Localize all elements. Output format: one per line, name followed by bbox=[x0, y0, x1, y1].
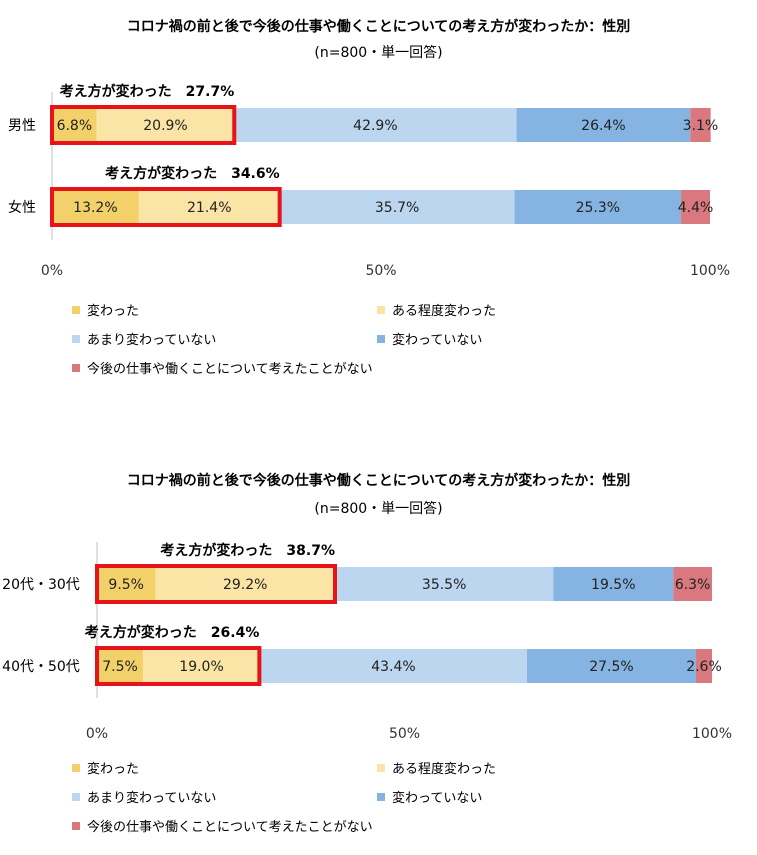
legend-swatch bbox=[377, 792, 385, 801]
x-tick-label: 0% bbox=[86, 726, 108, 742]
legend-label: 今後の仕事や働くことについて考えたことがない bbox=[87, 362, 373, 377]
bar-segment bbox=[673, 567, 712, 601]
data-label: 35.5% bbox=[422, 577, 466, 593]
bar-segment bbox=[526, 649, 697, 683]
legend-item-not-changed: 変わっていない bbox=[377, 787, 482, 806]
bar-segment bbox=[335, 567, 554, 601]
x-tick-label: 50% bbox=[365, 263, 396, 279]
legend-swatch bbox=[377, 305, 385, 314]
data-label: 29.2% bbox=[223, 577, 267, 593]
legend-item-somewhat-changed: ある程度変わった bbox=[377, 758, 496, 777]
bar-segment bbox=[155, 567, 336, 601]
legend-swatch bbox=[377, 334, 385, 343]
category-label: 男性 bbox=[8, 118, 36, 134]
data-label: 26.4% bbox=[581, 118, 625, 134]
legend-item-changed: 変わった bbox=[72, 300, 139, 319]
legend-label: 変わった bbox=[87, 304, 140, 319]
x-tick-label: 100% bbox=[692, 726, 732, 742]
legend-item-never-thought: 今後の仕事や働くことについて考えたことがない bbox=[72, 358, 373, 377]
data-label: 35.7% bbox=[375, 200, 419, 216]
bar-segment bbox=[690, 108, 711, 142]
chart-title: コロナ禍の前と後で今後の仕事や働くことについての考え方が変わったか：性別 bbox=[126, 19, 631, 35]
bar-segment bbox=[96, 108, 235, 142]
legend-label: 変わっていない bbox=[392, 333, 483, 348]
annotation-label: 考え方が変わった 27.7% bbox=[60, 83, 235, 100]
data-label: 20.9% bbox=[143, 118, 187, 134]
bar-segment bbox=[97, 567, 156, 601]
data-label: 6.8% bbox=[57, 118, 93, 134]
data-label: 21.4% bbox=[187, 200, 231, 216]
legend-item-changed: 変わった bbox=[72, 758, 139, 777]
bar-segment bbox=[516, 108, 691, 142]
highlight-box bbox=[50, 105, 237, 145]
legend-label: ある程度変わった bbox=[392, 762, 497, 777]
data-label: 2.6% bbox=[686, 659, 722, 675]
data-label: 19.5% bbox=[591, 577, 635, 593]
data-label: 27.5% bbox=[589, 659, 633, 675]
chart-subtitle: (n=800・単一回答) bbox=[314, 501, 443, 517]
chart-title: コロナ禍の前と後で今後の仕事や働くことについての考え方が変わったか：性別 bbox=[126, 473, 631, 489]
category-label: 女性 bbox=[8, 199, 36, 216]
bar-segment bbox=[52, 190, 139, 224]
x-tick-label: 50% bbox=[389, 726, 420, 742]
data-label: 19.0% bbox=[179, 659, 223, 675]
legend-swatch bbox=[72, 334, 80, 343]
stacked-bar-plot-gender: 0% 50% 100% 男性 6.8% 20.9% 42.9% 26.4% 3.1% 考え方が変わ… bbox=[8, 83, 730, 279]
stacked-bar-plot-age: 0% 50% 100% 20代・30代 9.5% 29.2% 35.5% 19.5% 6.3% 考… bbox=[2, 542, 732, 742]
bar-segment bbox=[696, 649, 712, 683]
legend-item-somewhat-changed: ある程度変わった bbox=[377, 300, 496, 319]
legend-swatch bbox=[72, 363, 80, 372]
data-label: 9.5% bbox=[108, 577, 144, 593]
chart-age: コロナ禍の前と後で今後の仕事や働くことについての考え方が変わったか：性別 (n=… bbox=[0, 460, 757, 855]
legend-swatch bbox=[72, 305, 80, 314]
data-label: 42.9% bbox=[353, 118, 397, 134]
legend-swatch bbox=[377, 763, 385, 772]
legend-label: 変わっていない bbox=[392, 791, 483, 806]
bar-segment bbox=[143, 649, 260, 683]
annotation-label: 考え方が変わった 38.7% bbox=[160, 542, 335, 559]
bar-segment bbox=[681, 190, 710, 224]
category-label: 40代・50代 bbox=[2, 659, 80, 675]
annotation-label: 考え方が変わった 26.4% bbox=[85, 624, 260, 641]
highlight-box bbox=[95, 564, 338, 604]
x-tick-label: 0% bbox=[41, 263, 63, 279]
legend-item-not-much-changed: あまり変わっていない bbox=[72, 787, 216, 806]
legend-item-never-thought: 今後の仕事や働くことについて考えたことがない bbox=[72, 816, 373, 835]
chart-gender: コロナ禍の前と後で今後の仕事や働くことについての考え方が変わったか：性別 (n=… bbox=[0, 0, 757, 420]
data-label: 6.3% bbox=[675, 577, 711, 593]
legend-swatch bbox=[72, 763, 80, 772]
legend-label: あまり変わっていない bbox=[87, 791, 217, 806]
annotation-label: 考え方が変わった 34.6% bbox=[105, 165, 280, 182]
x-tick-label: 100% bbox=[690, 263, 730, 279]
bar-segment bbox=[514, 190, 682, 224]
legend-label: ある程度変わった bbox=[392, 304, 497, 319]
data-label: 43.4% bbox=[371, 659, 415, 675]
data-label: 7.5% bbox=[102, 659, 138, 675]
chart-subtitle: (n=800・単一回答) bbox=[314, 45, 443, 61]
highlight-box bbox=[50, 187, 282, 227]
legend-item-not-much-changed: あまり変わっていない bbox=[72, 329, 216, 348]
legend-swatch bbox=[72, 792, 80, 801]
legend-label: 今後の仕事や働くことについて考えたことがない bbox=[87, 820, 373, 835]
data-label: 25.3% bbox=[576, 200, 620, 216]
data-label: 4.4% bbox=[678, 200, 714, 216]
legend-item-not-changed: 変わっていない bbox=[377, 329, 482, 348]
category-label: 20代・30代 bbox=[2, 577, 80, 593]
legend-label: あまり変わっていない bbox=[87, 333, 217, 348]
bar-segment bbox=[97, 649, 144, 683]
bar-segment bbox=[138, 190, 280, 224]
bar-segment bbox=[259, 649, 527, 683]
legend-label: 変わった bbox=[87, 762, 140, 777]
bar-segment bbox=[52, 108, 97, 142]
bar-segment bbox=[553, 567, 674, 601]
data-label: 3.1% bbox=[683, 118, 719, 134]
data-label: 13.2% bbox=[73, 200, 117, 216]
bar-segment bbox=[279, 190, 515, 224]
bar-segment bbox=[234, 108, 517, 142]
legend-swatch bbox=[72, 821, 80, 830]
highlight-box bbox=[95, 646, 262, 686]
